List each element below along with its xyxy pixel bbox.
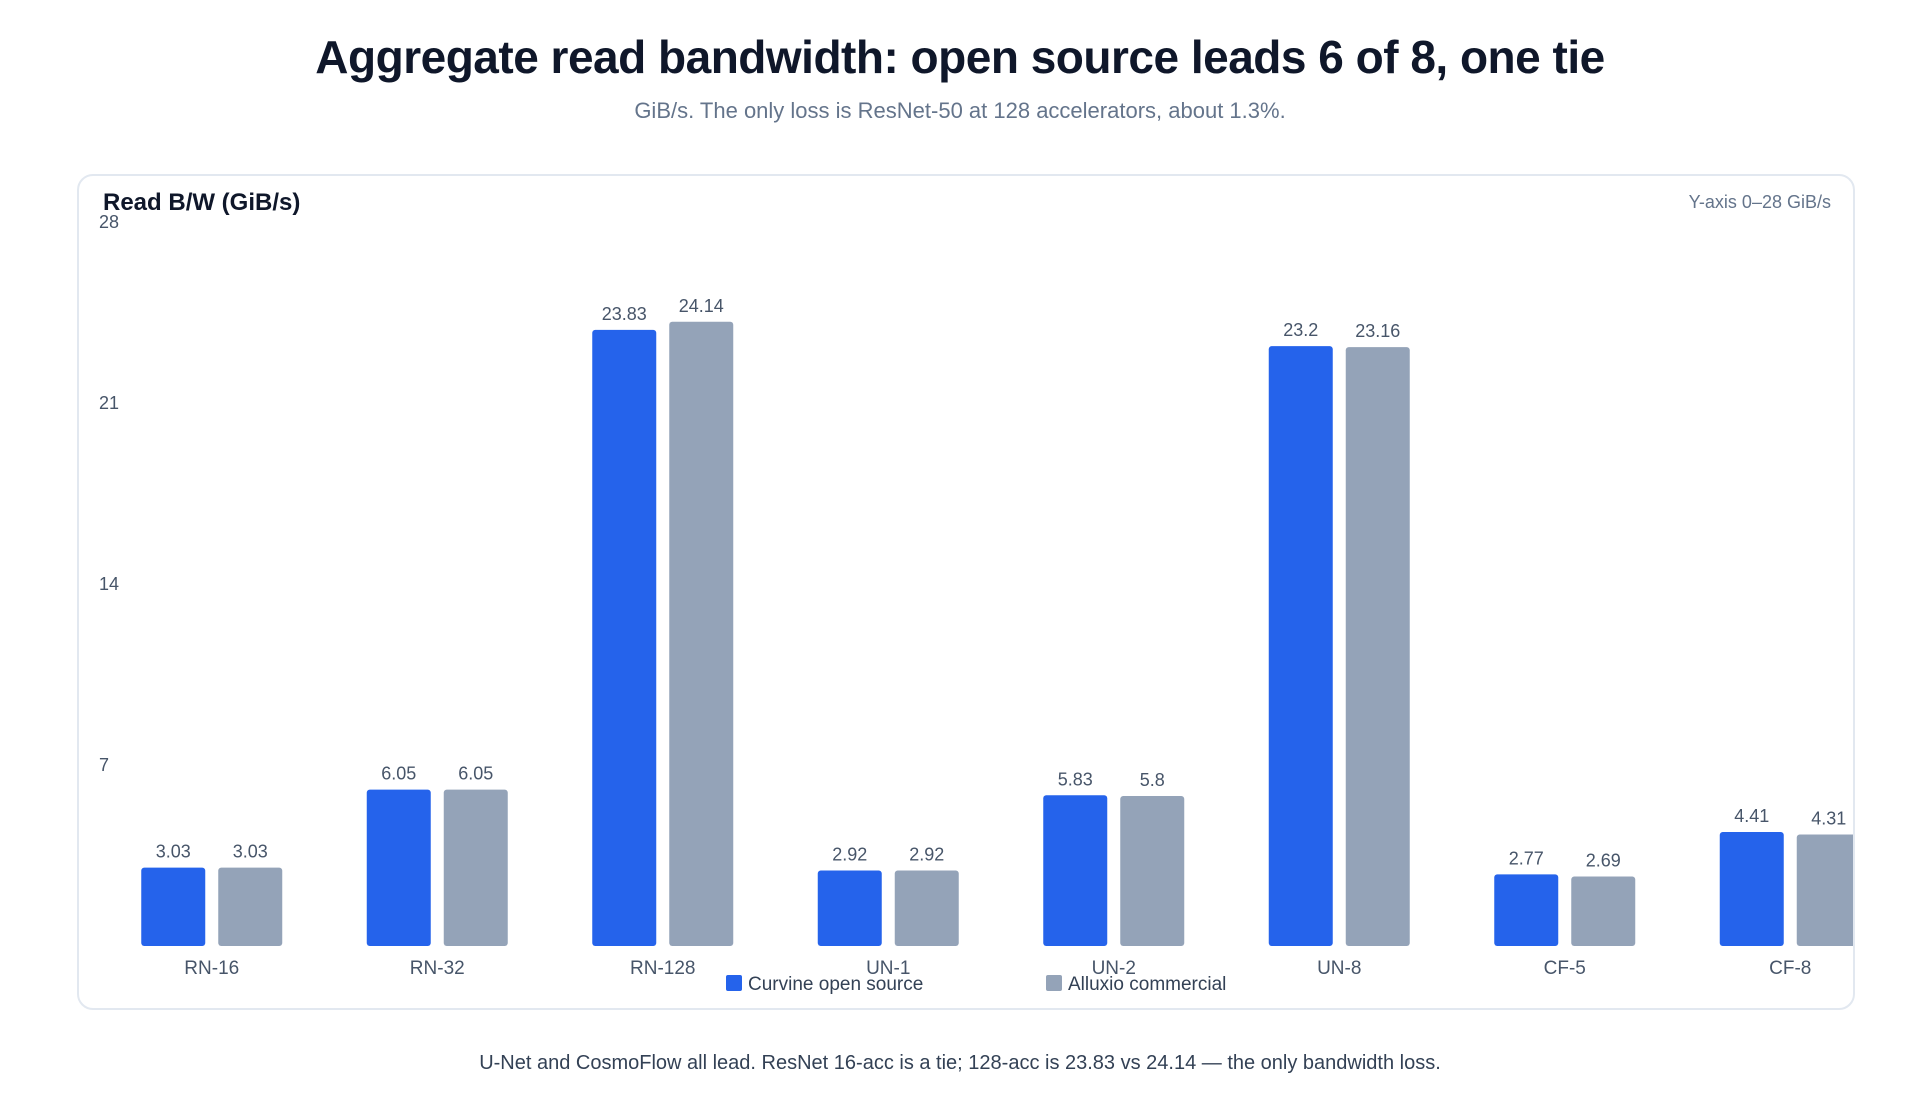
y-tick-label: 14 [99, 574, 119, 594]
y-tick-label: 21 [99, 393, 119, 413]
bar-chart: Read B/W (GiB/s) Y-axis 0–28 GiB/s 7 14 21… [99, 189, 1853, 995]
bar [1719, 831, 1784, 946]
bar [1571, 876, 1636, 946]
x-tick-label: RN-16 [184, 958, 239, 979]
x-tick-label: CF-5 [1544, 958, 1586, 979]
chart-subtitle: GiB/s. The only loss is ResNet-50 at 128… [634, 98, 1286, 123]
bar [1043, 795, 1108, 946]
x-tick-labels: RN-16 RN-32 RN-128 UN-1 UN-2 UN-8 CF-5 CF-8 [184, 958, 1811, 979]
bar [1796, 834, 1853, 946]
y-tick-label: 7 [99, 755, 109, 775]
bar-value-label: 3.03 [233, 842, 268, 862]
bar [817, 870, 882, 946]
x-tick-label: UN-8 [1317, 958, 1361, 979]
y-range-note: Y-axis 0–28 GiB/s [1689, 192, 1831, 212]
bar-value-label: 23.83 [602, 304, 647, 324]
bar-value-label: 3.03 [156, 842, 191, 862]
chart-card: Read B/W (GiB/s) Y-axis 0–28 GiB/s 7 14 21… [77, 174, 1855, 1010]
x-tick-label: UN-2 [1092, 958, 1136, 979]
y-tick-labels: 7 14 21 28 [99, 212, 119, 775]
bar-value-label: 4.31 [1811, 809, 1846, 829]
bar-value-label: 2.92 [832, 844, 867, 864]
bars-group: 3.03 3.03 6.05 6.05 23.83 24.14 2.92 2.92 5.83 5.… [141, 296, 1853, 947]
bar [218, 867, 283, 946]
bar [1494, 874, 1559, 946]
bar [1268, 346, 1333, 947]
bar [669, 321, 734, 946]
chart-title: Aggregate read bandwidth: open source le… [315, 31, 1605, 83]
legend-label: Alluxio commercial [1068, 974, 1226, 995]
bar [141, 867, 206, 946]
bar [1120, 796, 1185, 946]
bar-value-label: 23.16 [1355, 321, 1400, 341]
bar [592, 329, 657, 946]
legend-label: Curvine open source [748, 974, 923, 995]
bar [443, 789, 508, 946]
bar-value-label: 6.05 [458, 764, 493, 784]
bar-value-label: 5.83 [1058, 769, 1093, 789]
bar-value-label: 2.77 [1509, 848, 1544, 868]
x-tick-label: RN-128 [630, 958, 695, 979]
bar-value-label: 23.2 [1283, 320, 1318, 340]
legend-swatch [1046, 975, 1062, 991]
bar [894, 870, 959, 946]
y-axis-title: Read B/W (GiB/s) [103, 189, 300, 216]
footnote: U-Net and CosmoFlow all lead. ResNet 16-… [479, 1052, 1441, 1074]
bar-value-label: 2.92 [909, 844, 944, 864]
x-tick-label: RN-32 [410, 958, 465, 979]
legend: Curvine open source Alluxio commercial [726, 974, 1226, 995]
y-tick-label: 28 [99, 212, 119, 232]
bar-value-label: 6.05 [381, 764, 416, 784]
legend-swatch [726, 975, 742, 991]
x-tick-label: UN-1 [866, 958, 910, 979]
x-tick-label: CF-8 [1769, 958, 1811, 979]
bar-value-label: 2.69 [1586, 850, 1621, 870]
bar-value-label: 5.8 [1140, 770, 1165, 790]
bar-value-label: 24.14 [679, 296, 724, 316]
bar-value-label: 4.41 [1734, 806, 1769, 826]
bar [366, 789, 431, 946]
bar [1345, 347, 1410, 946]
